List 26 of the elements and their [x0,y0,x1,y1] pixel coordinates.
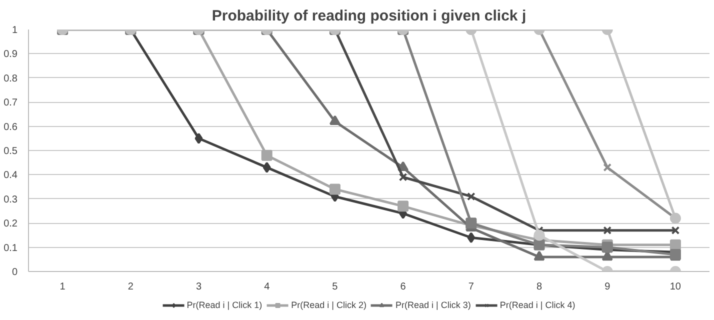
x-tick-label: 8 [536,282,542,292]
y-tick-label: 0 [12,267,18,278]
x-tick-label: 7 [468,282,474,292]
chart-title: Probability of reading position i given click j [212,8,526,24]
y-tick-label: 0.8 [4,73,18,84]
y-tick-label: 0.3 [4,194,18,206]
x-tick-label: 5 [332,282,338,292]
legend-label: Pr(Read i | Click 4) [500,300,576,310]
y-tick-label: 0.1 [4,242,18,254]
y-tick-label: 0.5 [4,146,18,157]
y-tick-label: 0.2 [4,218,18,230]
legend-label: Pr(Read i | Click 3) [396,300,471,310]
y-tick-label: 1 [12,25,18,36]
x-tick-label: 1 [60,282,66,292]
legend-label: Pr(Read i | Click 1) [186,300,262,310]
y-tick-label: 0.4 [4,170,18,182]
x-tick-label: 3 [196,282,202,292]
y-tick-label: 0.7 [4,98,18,109]
x-tick-label: 6 [400,282,406,292]
y-tick-label: 0.9 [4,49,18,60]
legend-label: Pr(Read i | Click 2) [291,300,366,310]
x-tick-label: 4 [264,282,270,292]
y-tick-label: 0.6 [4,122,18,133]
x-tick-label: 10 [670,282,682,292]
x-tick-label: 2 [128,282,134,292]
x-tick-label: 9 [604,282,611,292]
